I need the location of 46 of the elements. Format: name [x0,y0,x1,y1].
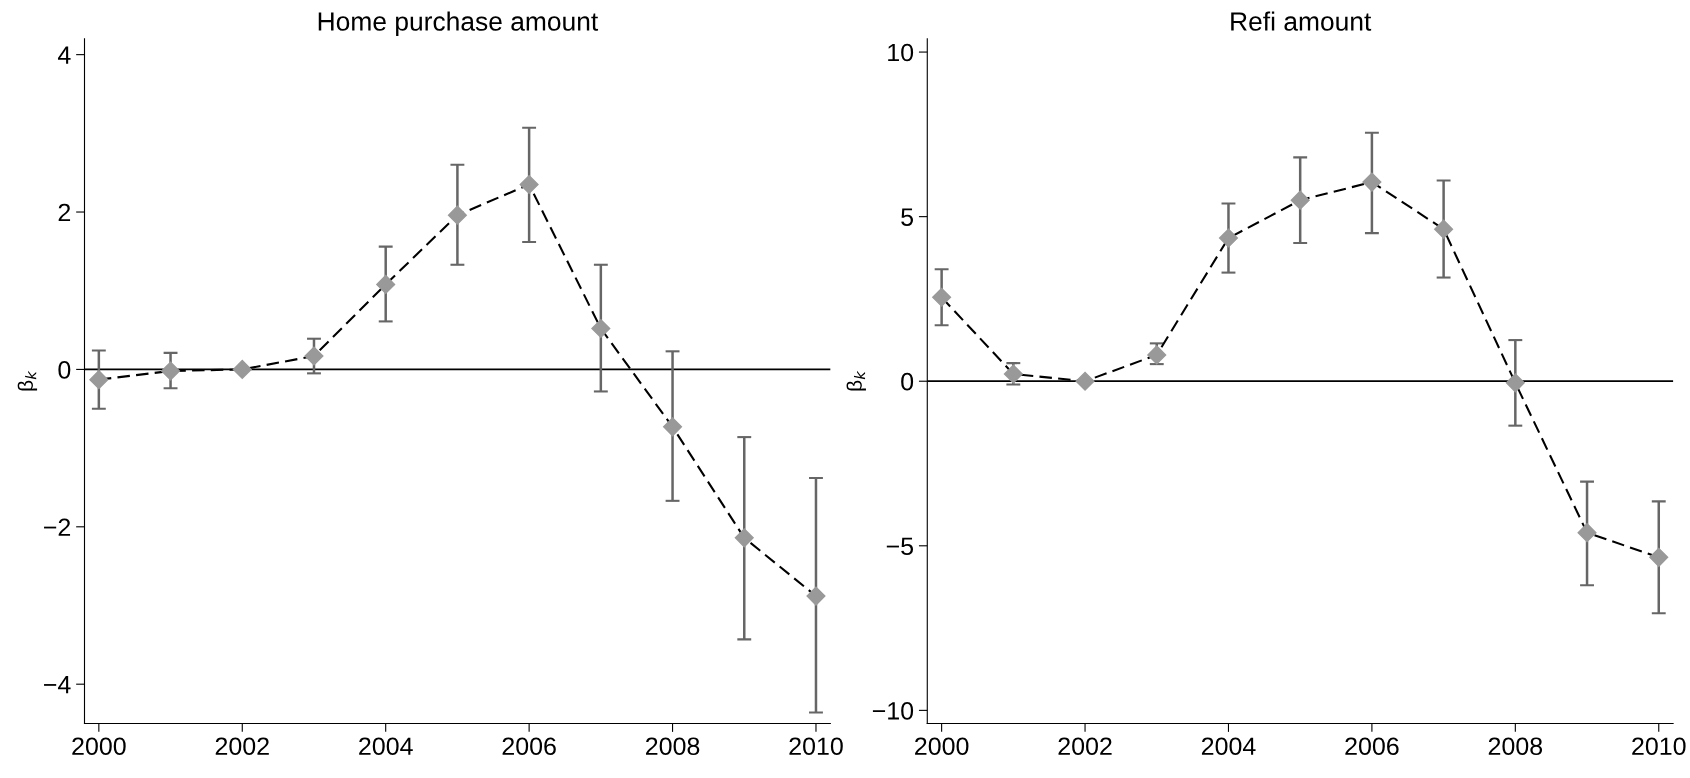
point [1505,373,1525,393]
y-tick-label: 4 [57,46,71,64]
y-tick-label: −4 [44,676,71,694]
point [806,586,826,606]
point [1649,547,1669,567]
point [591,318,611,339]
point [376,274,396,294]
x-tick-label: 2008 [1488,737,1543,756]
point [304,346,324,366]
point [161,361,181,381]
point [519,174,539,195]
x-tick-label: 2006 [502,737,556,756]
y-axis-title: β$_{k}$ [17,370,38,391]
x-tick-label: 2010 [1632,737,1686,756]
point [1075,371,1095,391]
y-tick-label: 5 [901,208,914,226]
y-tick-label: 2 [58,203,71,222]
point [1218,228,1239,248]
x-tick-label: 2008 [646,737,700,756]
y-tick-label: −5 [886,537,914,556]
x-tick-label: 2000 [915,737,969,756]
point [1362,172,1382,192]
point [734,528,754,548]
chart-title: Refi amount [1231,11,1372,31]
chart-title: Home purchase amount [318,11,599,37]
x-tick-label: 2010 [789,737,843,756]
y-axis-title: β$_{k}$ [846,370,866,391]
x-tick-label: 2000 [72,737,126,756]
y-tick-label: 0 [58,361,71,379]
point [232,359,252,379]
point [89,370,109,390]
x-tick-label: 2004 [1201,737,1256,756]
y-tick-label: 0 [901,372,914,391]
y-tick-label: 10 [888,43,914,62]
x-tick-label: 2002 [1058,737,1112,756]
point [1577,523,1597,543]
y-tick-label: −10 [872,701,914,720]
point [932,287,952,307]
point [1290,190,1310,210]
x-tick-label: 2006 [1345,737,1399,756]
point [1434,219,1454,239]
x-tick-label: 2004 [359,737,413,756]
point [663,417,683,437]
y-tick-label: −2 [44,518,71,536]
x-tick-label: 2002 [215,737,269,756]
point [447,205,467,225]
